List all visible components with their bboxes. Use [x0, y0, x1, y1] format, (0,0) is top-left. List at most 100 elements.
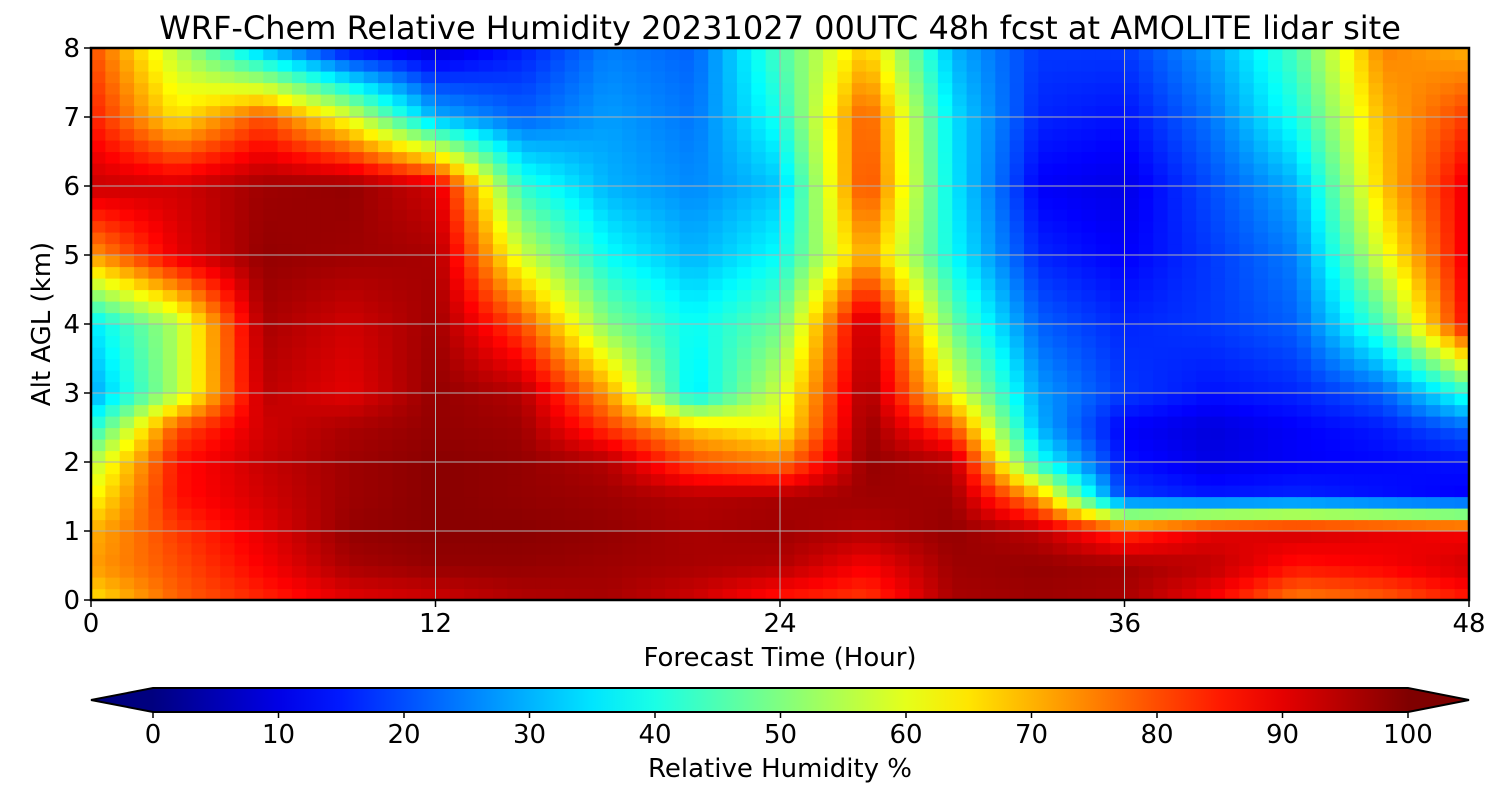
heatmap-cell	[980, 243, 996, 256]
heatmap-cell	[1339, 312, 1355, 325]
heatmap-cell	[1009, 565, 1025, 578]
heatmap-cell	[966, 301, 982, 314]
heatmap-cell	[306, 232, 322, 245]
heatmap-cell	[1296, 588, 1312, 601]
heatmap-cell	[1253, 82, 1269, 95]
heatmap-cell	[622, 48, 638, 61]
heatmap-cell	[736, 427, 752, 440]
heatmap-cell	[363, 519, 379, 532]
heatmap-cell	[751, 531, 767, 544]
heatmap-cell	[1253, 163, 1269, 176]
heatmap-cell	[937, 347, 953, 360]
heatmap-cell	[248, 381, 264, 394]
heatmap-cell	[392, 519, 408, 532]
heatmap-cell	[1368, 358, 1384, 371]
heatmap-cell	[1296, 335, 1312, 348]
heatmap-cell	[378, 278, 394, 291]
heatmap-cell	[1210, 59, 1226, 72]
heatmap-cell	[722, 324, 738, 337]
heatmap-cell	[765, 197, 781, 210]
heatmap-cell	[1210, 370, 1226, 383]
heatmap-cell	[693, 301, 709, 314]
heatmap-cell	[1425, 577, 1441, 590]
heatmap-cell	[1110, 416, 1126, 429]
heatmap-cell	[105, 312, 121, 325]
heatmap-cell	[679, 186, 695, 199]
heatmap-cell	[1153, 381, 1169, 394]
heatmap-cell	[1167, 232, 1183, 245]
heatmap-cell	[535, 197, 551, 210]
heatmap-cell	[1425, 473, 1441, 486]
heatmap-cell	[449, 588, 465, 601]
heatmap-cell	[535, 531, 551, 544]
heatmap-cell	[1138, 508, 1154, 521]
heatmap-cell	[808, 94, 824, 107]
heatmap-cell	[579, 289, 594, 302]
heatmap-cell	[736, 220, 752, 233]
heatmap-cell	[579, 473, 594, 486]
heatmap-cell	[1425, 588, 1441, 601]
heatmap-cell	[1153, 94, 1169, 107]
heatmap-cell	[751, 416, 767, 429]
heatmap-cell	[1268, 278, 1283, 291]
heatmap-cell	[679, 255, 695, 268]
heatmap-cell	[1095, 485, 1111, 498]
heatmap-cell	[406, 266, 422, 279]
heatmap-cell	[866, 496, 882, 509]
heatmap-cell	[564, 358, 580, 371]
heatmap-cell	[349, 71, 365, 84]
heatmap-cell	[162, 94, 178, 107]
heatmap-cell	[291, 416, 307, 429]
heatmap-cell	[535, 519, 551, 532]
heatmap-cell	[622, 462, 638, 475]
heatmap-cell	[263, 324, 279, 337]
heatmap-cell	[449, 163, 465, 176]
heatmap-cell	[1440, 554, 1456, 567]
heatmap-cell	[277, 82, 293, 95]
heatmap-cell	[1354, 163, 1370, 176]
heatmap-cell	[823, 128, 839, 141]
heatmap-cell	[952, 439, 968, 452]
heatmap-cell	[1024, 473, 1039, 486]
heatmap-cell	[751, 278, 767, 291]
heatmap-cell	[722, 370, 738, 383]
heatmap-cell	[1311, 393, 1327, 406]
heatmap-cell	[507, 174, 523, 187]
heatmap-cell	[1425, 278, 1441, 291]
heatmap-cell	[406, 186, 422, 199]
heatmap-cell	[923, 117, 939, 130]
heatmap-cell	[1138, 278, 1154, 291]
heatmap-cell	[550, 220, 566, 233]
heatmap-cell	[736, 174, 752, 187]
heatmap-cell	[306, 48, 322, 61]
heatmap-cell	[909, 163, 925, 176]
heatmap-cell	[665, 335, 681, 348]
heatmap-cell	[162, 450, 178, 463]
heatmap-cell	[320, 59, 336, 72]
heatmap-cell	[105, 220, 121, 233]
heatmap-cell	[105, 209, 121, 222]
heatmap-cell	[306, 508, 322, 521]
heatmap-cell	[205, 163, 221, 176]
heatmap-cell	[435, 358, 451, 371]
heatmap-cell	[435, 542, 451, 555]
heatmap-cell	[1110, 358, 1126, 371]
heatmap-cell	[306, 186, 322, 199]
heatmap-cell	[162, 312, 178, 325]
heatmap-cell	[1153, 243, 1169, 256]
heatmap-cell	[708, 577, 724, 590]
heatmap-cell	[1052, 404, 1068, 417]
heatmap-cell	[1339, 163, 1355, 176]
heatmap-cell	[952, 462, 968, 475]
heatmap-cell	[1311, 508, 1327, 521]
heatmap-cell	[780, 209, 795, 222]
heatmap-cell	[162, 151, 178, 164]
heatmap-cell	[205, 301, 221, 314]
heatmap-cell	[1425, 312, 1441, 325]
heatmap-cell	[177, 554, 193, 567]
heatmap-cell	[1110, 565, 1126, 578]
heatmap-cell	[421, 347, 437, 360]
heatmap-cell	[650, 266, 666, 279]
heatmap-cell	[1052, 370, 1068, 383]
heatmap-cell	[1282, 71, 1298, 84]
